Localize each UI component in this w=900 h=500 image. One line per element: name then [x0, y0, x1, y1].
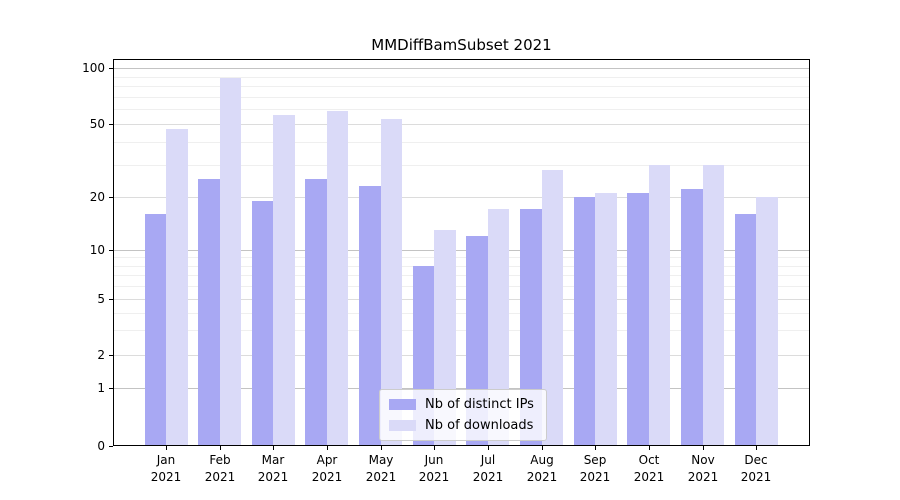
major-gridline [114, 355, 809, 356]
x-tick-label-may: May 2021 [365, 453, 397, 484]
y-tick-label: 1 [97, 381, 105, 395]
bar-distinct-ips-may [359, 185, 381, 446]
bar-downloads-sep [595, 193, 617, 446]
y-tick [109, 446, 113, 447]
bar-downloads-may [380, 119, 403, 446]
y-tick [109, 197, 113, 198]
y-tick-label: 2 [97, 348, 105, 362]
y-tick-label: 10 [89, 243, 105, 257]
major-gridline [114, 68, 809, 69]
x-tick [381, 446, 382, 450]
y-tick-label: 5 [97, 292, 105, 306]
major-gridline [114, 299, 809, 300]
legend: Nb of distinct IPs Nb of downloads [379, 389, 547, 441]
y-tick [109, 250, 113, 251]
x-tick [488, 446, 489, 450]
major-gridline [114, 388, 809, 389]
x-tick [220, 446, 221, 450]
bar-distinct-ips-aug [520, 209, 542, 446]
minor-gridline [114, 275, 809, 276]
bar-downloads-feb [219, 78, 242, 446]
y-tick [109, 124, 113, 125]
y-tick-label: 50 [89, 117, 105, 131]
legend-label-downloads: Nb of downloads [425, 418, 534, 433]
bar-distinct-ips-mar [251, 200, 274, 446]
minor-gridline [114, 109, 809, 110]
bar-downloads-oct [648, 164, 671, 446]
x-tick-label-oct: Oct 2021 [633, 453, 665, 484]
x-tick [166, 446, 167, 450]
x-tick-label-jan: Jan 2021 [150, 453, 182, 484]
bar-downloads-nov [702, 164, 724, 446]
bar-downloads-apr [326, 110, 349, 446]
bar-distinct-ips-sep [573, 197, 596, 446]
legend-item-downloads: Nb of downloads [389, 417, 537, 434]
y-tick [109, 299, 113, 300]
bar-downloads-jan [166, 128, 188, 446]
x-tick [756, 446, 757, 450]
x-tick-label-mar: Mar 2021 [257, 453, 289, 484]
bar-distinct-ips-dec [734, 214, 757, 446]
bar-downloads-dec [756, 197, 778, 446]
y-tick [109, 355, 113, 356]
x-tick-label-apr: Apr 2021 [311, 453, 343, 484]
legend-swatch-distinct-ips [389, 399, 416, 410]
x-tick-label-feb: Feb 2021 [204, 453, 236, 484]
minor-gridline [114, 165, 809, 166]
bar-distinct-ips-jan [144, 214, 166, 446]
minor-gridline [114, 142, 809, 143]
x-tick-label-nov: Nov 2021 [687, 453, 719, 484]
legend-item-distinct-ips: Nb of distinct IPs [389, 396, 537, 413]
major-gridline [114, 250, 809, 251]
minor-gridline [114, 313, 809, 314]
x-tick [542, 446, 543, 450]
x-tick [649, 446, 650, 450]
bar-distinct-ips-nov [681, 189, 703, 446]
minor-gridline [114, 257, 809, 258]
bar-distinct-ips-feb [198, 179, 220, 446]
x-tick [327, 446, 328, 450]
y-tick [109, 68, 113, 69]
bar-downloads-mar [273, 114, 295, 446]
minor-gridline [114, 330, 809, 331]
y-tick-label: 100 [82, 61, 105, 75]
x-tick-label-sep: Sep 2021 [579, 453, 611, 484]
major-gridline [114, 197, 809, 198]
x-tick [273, 446, 274, 450]
legend-label-distinct-ips: Nb of distinct IPs [425, 397, 534, 412]
minor-gridline [114, 266, 809, 267]
x-tick [703, 446, 704, 450]
major-gridline [114, 124, 809, 125]
chart-title: MMDiffBamSubset 2021 [371, 36, 552, 54]
bar-downloads-aug [541, 170, 563, 446]
x-tick-label-jun: Jun 2021 [418, 453, 450, 484]
minor-gridline [114, 286, 809, 287]
minor-gridline [114, 86, 809, 87]
bar-downloads-jul [487, 209, 510, 446]
y-tick-label: 20 [89, 190, 105, 204]
legend-swatch-downloads [389, 420, 416, 431]
y-tick-label: 0 [97, 439, 105, 453]
x-tick [434, 446, 435, 450]
bar-distinct-ips-oct [627, 193, 649, 446]
y-tick [109, 388, 113, 389]
x-tick-label-aug: Aug 2021 [526, 453, 558, 484]
x-tick [595, 446, 596, 450]
minor-gridline [114, 97, 809, 98]
bar-distinct-ips-apr [305, 179, 327, 446]
x-tick-label-jul: Jul 2021 [472, 453, 504, 484]
x-tick-label-dec: Dec 2021 [740, 453, 772, 484]
minor-gridline [114, 77, 809, 78]
